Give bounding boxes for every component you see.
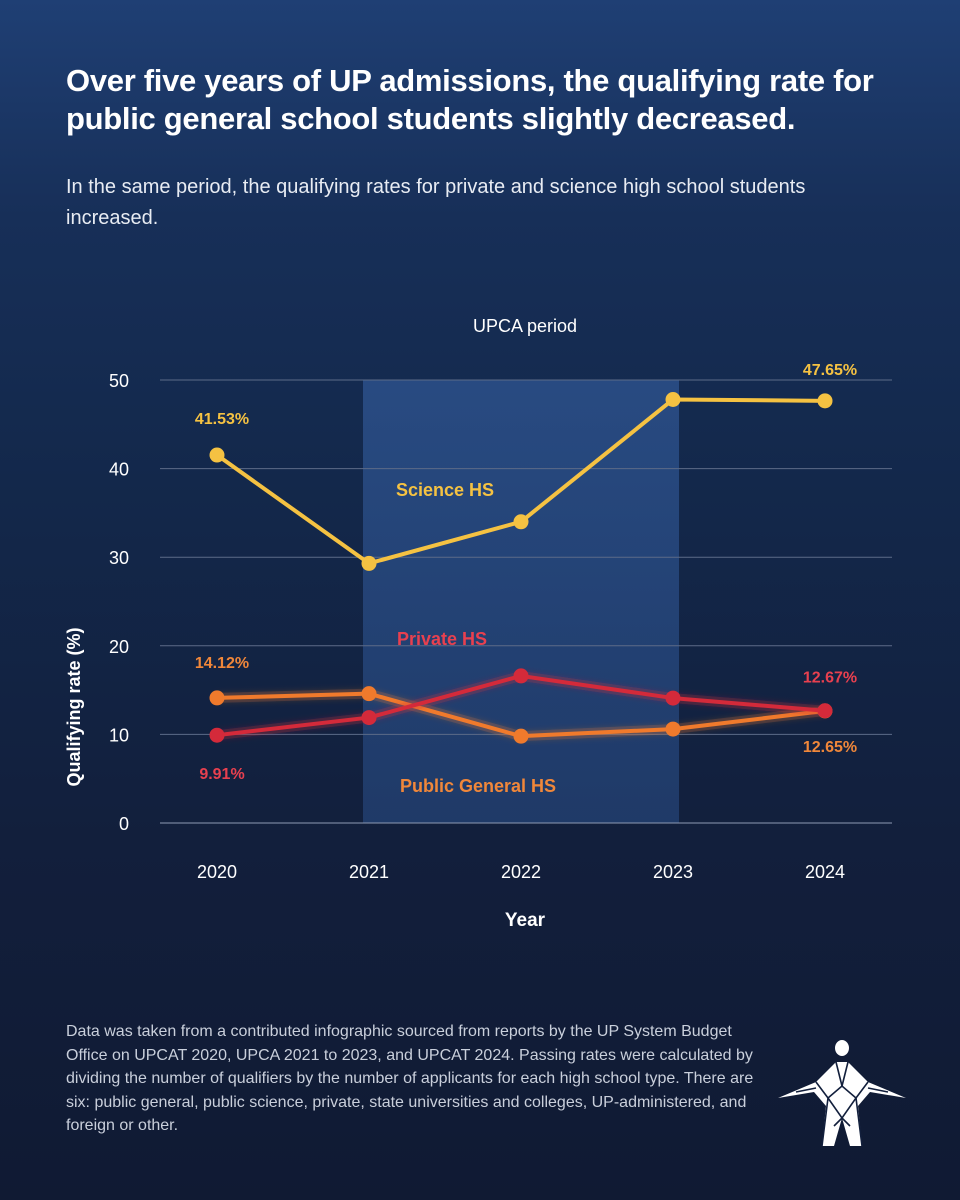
y-tick-label: 40 (109, 460, 129, 480)
public-general-hs-point (361, 686, 377, 702)
page-title: Over five years of UP admissions, the qu… (66, 63, 874, 136)
science-hs-point (513, 514, 529, 530)
y-tick-label: 50 (109, 371, 129, 391)
x-axis-label: Year (505, 910, 546, 931)
science-hs-series-label: Science HS (396, 480, 494, 500)
public-general-hs-point (209, 690, 225, 706)
chart-svg: 0 10 20 30 40 50 2020 2021 2022 2023 2024 UPCA per… (64, 316, 892, 931)
oblation-statue-icon (776, 1036, 908, 1148)
data-label: 41.53% (195, 411, 249, 428)
science-hs-point (209, 447, 225, 463)
upca-period-label: UPCA period (473, 316, 577, 336)
footnote: Data was taken from a contributed infogr… (66, 1023, 754, 1134)
data-label: 12.65% (803, 739, 857, 756)
science-hs-point (361, 555, 377, 571)
x-tick-label: 2020 (197, 862, 237, 882)
data-label: 14.12% (195, 655, 249, 672)
private-hs-point (665, 690, 681, 706)
science-hs-point (665, 391, 681, 407)
x-tick-label: 2023 (653, 862, 693, 882)
y-tick-label: 20 (109, 637, 129, 657)
private-hs-series-label: Private HS (397, 629, 487, 649)
private-hs-point (361, 710, 377, 726)
y-tick-label: 10 (109, 725, 129, 745)
private-hs-point (513, 668, 529, 684)
x-tick-label: 2024 (805, 862, 845, 882)
private-hs-point (209, 727, 225, 743)
public-general-hs-series-label: Public General HS (400, 776, 556, 796)
y-axis-label: Qualifying rate (%) (64, 627, 84, 786)
x-tick-label: 2022 (501, 862, 541, 882)
upca-period-band (363, 380, 679, 823)
y-tick-label: 0 (119, 814, 129, 834)
science-hs-point (817, 393, 833, 409)
data-label: 12.67% (803, 670, 857, 687)
public-general-hs-point (665, 721, 681, 737)
page-subtitle: In the same period, the qualifying rates… (66, 176, 806, 229)
line-chart: 0 10 20 30 40 50 2020 2021 2022 2023 2024 UPCA per… (0, 300, 960, 960)
data-label: 47.65% (803, 362, 857, 379)
public-general-hs-point (513, 728, 529, 744)
data-label: 9.91% (199, 766, 244, 783)
private-hs-point (817, 703, 833, 719)
x-tick-label: 2021 (349, 862, 389, 882)
y-tick-label: 30 (109, 548, 129, 568)
